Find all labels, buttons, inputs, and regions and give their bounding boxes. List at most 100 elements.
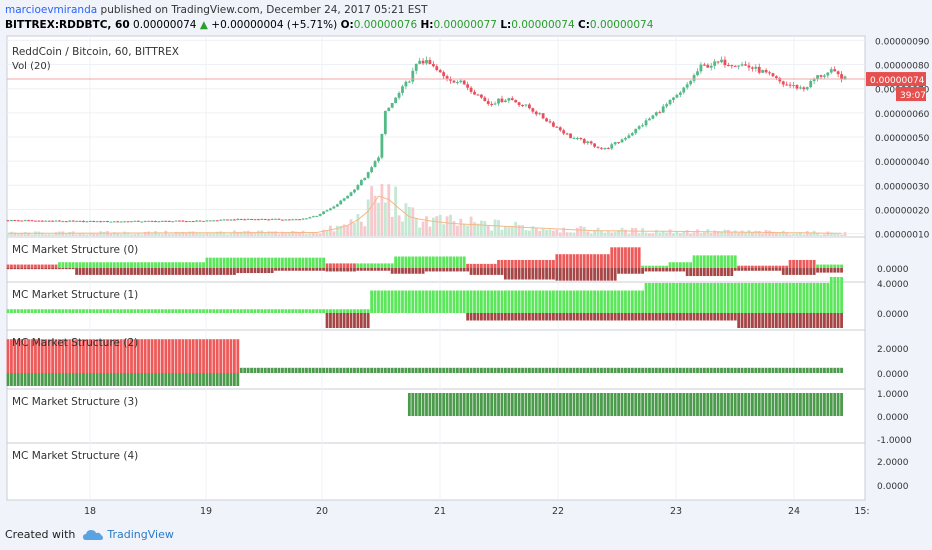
indicator-bar-down bbox=[239, 268, 243, 274]
symbol-info: BITTREX:RDDBTC, 60 0.00000074 ▲ +0.00000… bbox=[5, 19, 653, 31]
indicator-bar-down bbox=[438, 268, 442, 272]
indicator-bar-up bbox=[236, 257, 240, 268]
indicator-bar-up bbox=[164, 309, 168, 313]
indicator-bar-up bbox=[833, 264, 837, 268]
indicator-bar-up bbox=[733, 367, 737, 373]
indicator-bar-up bbox=[624, 290, 627, 313]
indicator-bar-up bbox=[239, 367, 243, 373]
indicator-bar-up bbox=[208, 257, 212, 268]
time-tick-label: 18 bbox=[84, 506, 96, 517]
indicator-bar-up bbox=[565, 254, 569, 268]
indicator-bar-up bbox=[723, 393, 727, 416]
candle-body bbox=[757, 66, 761, 73]
time-tick-label: 22 bbox=[552, 506, 564, 517]
indicator-bar-down bbox=[150, 268, 154, 275]
time-tick-label: 24 bbox=[788, 506, 800, 517]
volume-bar bbox=[377, 202, 380, 236]
candle-body bbox=[692, 75, 696, 81]
indicator-bar-up bbox=[764, 265, 768, 268]
indicator-bar-down bbox=[665, 268, 669, 272]
candle-body bbox=[202, 220, 205, 222]
indicator-bar-up bbox=[617, 367, 620, 373]
indicator-bar-down bbox=[836, 268, 840, 273]
indicator-bar-up bbox=[713, 367, 717, 373]
indicator-bar-down bbox=[829, 268, 833, 273]
indicator-bar-down bbox=[82, 268, 85, 275]
indicator-bar-up bbox=[750, 393, 754, 416]
indicator-tick-label: 2.0000 bbox=[877, 458, 909, 468]
candle-body bbox=[171, 221, 175, 223]
indicator-bar-up bbox=[826, 264, 830, 268]
indicator-bar-up bbox=[641, 265, 645, 268]
indicator-bar-up bbox=[466, 263, 470, 268]
indicator-bar-down bbox=[263, 268, 267, 274]
chart-area[interactable]: 0.000000900.000000800.000000700.00000060… bbox=[0, 0, 932, 526]
indicator-bar-down bbox=[788, 268, 792, 275]
indicator-bar-up bbox=[411, 256, 415, 268]
indicator-bar-up bbox=[469, 263, 473, 268]
indicator-bar-up bbox=[500, 259, 504, 268]
indicator-bar-up bbox=[634, 367, 638, 373]
indicator-bar-up bbox=[665, 393, 669, 416]
indicator-bar-up bbox=[510, 367, 514, 373]
volume-bar bbox=[301, 230, 305, 236]
volume-bar bbox=[404, 203, 408, 236]
candle-body bbox=[119, 221, 123, 223]
indicator-bar-up bbox=[435, 367, 439, 373]
indicator-bar-up bbox=[572, 393, 576, 416]
indicator-bar-down bbox=[744, 268, 747, 271]
indicator-bar-up bbox=[552, 367, 555, 373]
indicator-bar-down bbox=[445, 268, 449, 272]
candle-body bbox=[582, 139, 586, 144]
indicator-bar-up bbox=[174, 262, 178, 268]
indicator-bar-up bbox=[781, 265, 785, 268]
indicator-bar-up bbox=[761, 283, 765, 313]
indicator-bar-up bbox=[274, 367, 277, 373]
indicator-bar-down bbox=[826, 313, 830, 328]
tradingview-logo[interactable]: TradingView bbox=[83, 528, 174, 541]
indicator-bar-up bbox=[569, 254, 572, 268]
indicator-bar-up bbox=[552, 393, 555, 416]
candle-body bbox=[699, 64, 703, 72]
indicator-bar-up bbox=[27, 264, 30, 268]
indicator-bar-up bbox=[174, 309, 178, 313]
indicator-bar-up bbox=[534, 367, 538, 373]
indicator-bar-down bbox=[606, 313, 610, 321]
indicator-bar-up bbox=[651, 265, 655, 268]
indicator-bar-up bbox=[229, 339, 233, 373]
indicator-bar-up bbox=[692, 255, 696, 268]
indicator-bar-down bbox=[181, 373, 185, 386]
volume-bar bbox=[781, 230, 785, 236]
author-link[interactable]: marcioevmiranda bbox=[5, 4, 98, 16]
indicator-bar-up bbox=[696, 283, 699, 313]
indicator-bar-up bbox=[730, 255, 734, 268]
indicator-bar-up bbox=[308, 367, 312, 373]
indicator-bar-up bbox=[462, 367, 466, 373]
indicator-bar-up bbox=[596, 254, 600, 268]
candle-body bbox=[150, 220, 154, 222]
indicator-bar-up bbox=[606, 254, 610, 268]
indicator-bar-up bbox=[171, 309, 175, 313]
indicator-bar-up bbox=[764, 367, 768, 373]
indicator-bar-up bbox=[699, 283, 703, 313]
indicator-bar-down bbox=[58, 373, 61, 386]
indicator-bar-down bbox=[761, 313, 765, 328]
indicator-bar-up bbox=[538, 393, 542, 416]
candle-body bbox=[778, 78, 782, 82]
indicator-bar-up bbox=[737, 265, 741, 268]
indicator-bar-up bbox=[274, 309, 277, 313]
indicator-bar-down bbox=[702, 313, 706, 321]
candle-body bbox=[260, 218, 264, 220]
indicator-bar-down bbox=[668, 268, 672, 272]
indicator-bar-up bbox=[654, 393, 658, 416]
indicator-bar-up bbox=[562, 254, 566, 268]
volume-bar bbox=[58, 231, 61, 236]
indicator-bar-up bbox=[85, 339, 89, 373]
indicator-bar-down bbox=[418, 268, 422, 274]
volume-bar bbox=[795, 233, 799, 236]
price-tick-label: 0.00000020 bbox=[875, 206, 930, 216]
indicator-bar-up bbox=[106, 309, 109, 313]
indicator-bar-up bbox=[294, 367, 298, 373]
indicator-bar-down bbox=[40, 268, 44, 270]
indicator-bar-up bbox=[133, 262, 137, 268]
